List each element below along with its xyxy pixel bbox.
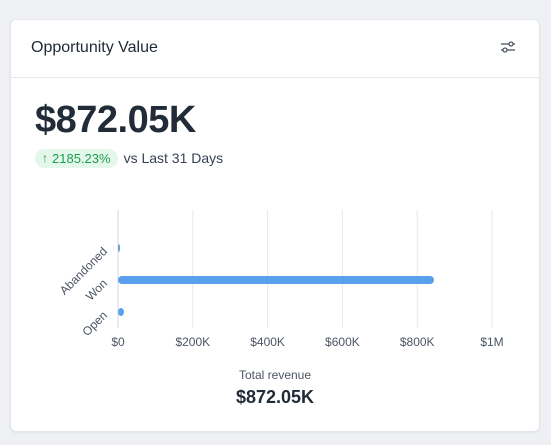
opportunity-value-card: Opportunity Value $872.05K ↑ 2185.23% vs…: [10, 19, 540, 432]
revenue-bar-chart: $0 $200K $400K $600K $800K $1MAbandonedWonOpe…: [57, 210, 504, 349]
x-tick-label: $400K: [250, 335, 285, 349]
total-revenue-value: $872.05K: [235, 387, 315, 407]
bar-open[interactable]: [118, 308, 124, 316]
total-revenue-label: Total revenue: [238, 368, 312, 382]
bar-won[interactable]: [118, 276, 435, 284]
x-tick-label: $600K: [325, 335, 360, 349]
filter-button[interactable]: [499, 38, 517, 56]
card-title: Opportunity Value: [31, 39, 158, 56]
arrow-up-icon: ↑: [42, 151, 48, 165]
sliders-icon[interactable]: [500, 40, 516, 54]
delta-comparison: vs Last 31 Days: [123, 150, 224, 166]
x-tick-label: $800K: [400, 335, 435, 349]
category-label: Open: [79, 308, 110, 339]
delta-value: 2185.23%: [52, 150, 111, 166]
x-tick-label: $0: [111, 335, 125, 349]
delta-row: ↑ 2185.23% vs Last 31 Days: [35, 148, 223, 168]
x-tick-label: $200K: [175, 335, 210, 349]
x-tick-label: $1M: [480, 335, 503, 349]
category-label: Won: [83, 276, 110, 303]
opportunity-value-amount: $872.05K: [35, 99, 196, 141]
delta-badge: ↑ 2185.23%: [35, 148, 118, 168]
card-header: Opportunity Value: [11, 20, 539, 78]
bar-abandoned[interactable]: [118, 244, 120, 252]
